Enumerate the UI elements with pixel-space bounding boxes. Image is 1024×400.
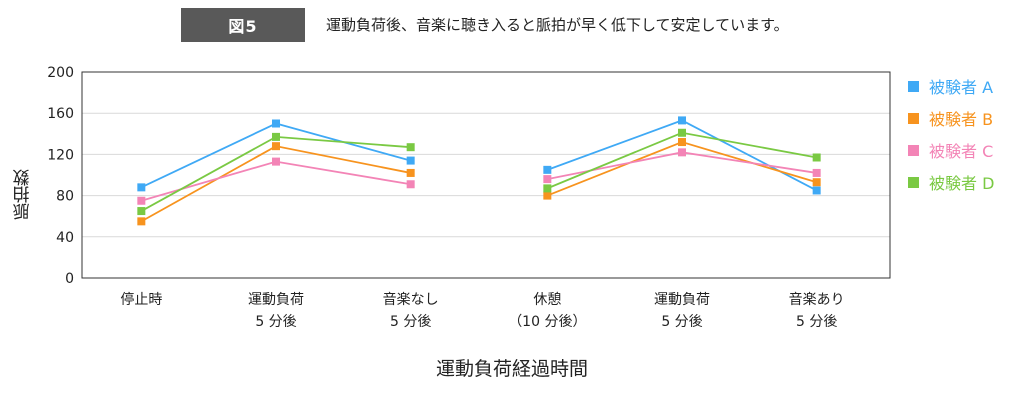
y-tick-label: 120 bbox=[47, 147, 74, 163]
legend-item: 被験者 B bbox=[908, 102, 994, 134]
figure-badge: 図5 bbox=[181, 8, 305, 42]
data-point bbox=[543, 191, 552, 200]
data-point bbox=[678, 148, 686, 157]
y-tick-label: 200 bbox=[47, 65, 74, 81]
legend-label: 被験者 A bbox=[929, 78, 994, 97]
x-tick-label: 運動負荷 5 分後 bbox=[248, 292, 304, 330]
data-point bbox=[406, 180, 415, 189]
data-point bbox=[543, 175, 552, 184]
data-point bbox=[543, 165, 552, 174]
y-tick-label: 40 bbox=[56, 230, 74, 246]
legend-item: 被験者 D bbox=[908, 166, 994, 198]
legend-label: 被験者 D bbox=[929, 174, 995, 193]
data-point bbox=[812, 186, 821, 195]
plot-frame bbox=[81, 71, 891, 279]
data-point bbox=[272, 142, 280, 151]
legend-swatch bbox=[908, 80, 919, 92]
data-point bbox=[543, 184, 552, 193]
figure-caption: 運動負荷後、音楽に聴き入ると脈拍が早く低下して安定しています。 bbox=[326, 16, 789, 34]
legend-label: 被験者 B bbox=[929, 110, 994, 129]
y-tick-label: 0 bbox=[65, 271, 74, 287]
data-point bbox=[678, 128, 686, 137]
legend-label: 被験者 C bbox=[929, 142, 994, 161]
legend-item: 被験者 A bbox=[908, 70, 994, 102]
data-point bbox=[812, 178, 821, 187]
data-point bbox=[812, 168, 821, 177]
legend-swatch bbox=[908, 112, 919, 124]
data-point bbox=[137, 183, 146, 192]
y-tick-label: 160 bbox=[47, 106, 74, 122]
data-point bbox=[406, 156, 415, 165]
legend-swatch bbox=[908, 176, 919, 188]
y-axis-title: 脈拍数 bbox=[13, 169, 34, 221]
legend-swatch bbox=[908, 144, 919, 156]
series-d bbox=[137, 128, 821, 216]
series-line bbox=[140, 145, 411, 223]
data-point bbox=[406, 168, 415, 177]
data-point bbox=[406, 143, 415, 152]
data-point bbox=[137, 217, 146, 226]
series-a bbox=[137, 116, 821, 195]
legend-item: 被験者 C bbox=[908, 134, 994, 166]
series-b bbox=[137, 138, 821, 226]
data-point bbox=[678, 116, 686, 125]
x-tick-label: 運動負荷 5 分後 bbox=[654, 292, 710, 330]
data-point bbox=[272, 157, 280, 166]
x-tick-label: 停止時 bbox=[120, 291, 162, 308]
x-axis-title: 運動負荷経過時間 bbox=[435, 358, 588, 380]
x-tick-label: 音楽あり 5 分後 bbox=[789, 291, 845, 330]
y-tick-label: 80 bbox=[56, 189, 74, 205]
series-line bbox=[547, 151, 817, 181]
data-point bbox=[678, 138, 686, 147]
data-point bbox=[812, 153, 821, 162]
data-point bbox=[272, 119, 280, 128]
x-tick-label: 音楽なし 5 分後 bbox=[383, 291, 439, 330]
x-tick-label: 休憩（10 分後） bbox=[508, 291, 586, 330]
data-point bbox=[137, 196, 146, 205]
data-point bbox=[272, 132, 280, 141]
legend: 被験者 A 被験者 B 被験者 C 被験者 D bbox=[908, 70, 994, 198]
data-point bbox=[137, 207, 146, 216]
